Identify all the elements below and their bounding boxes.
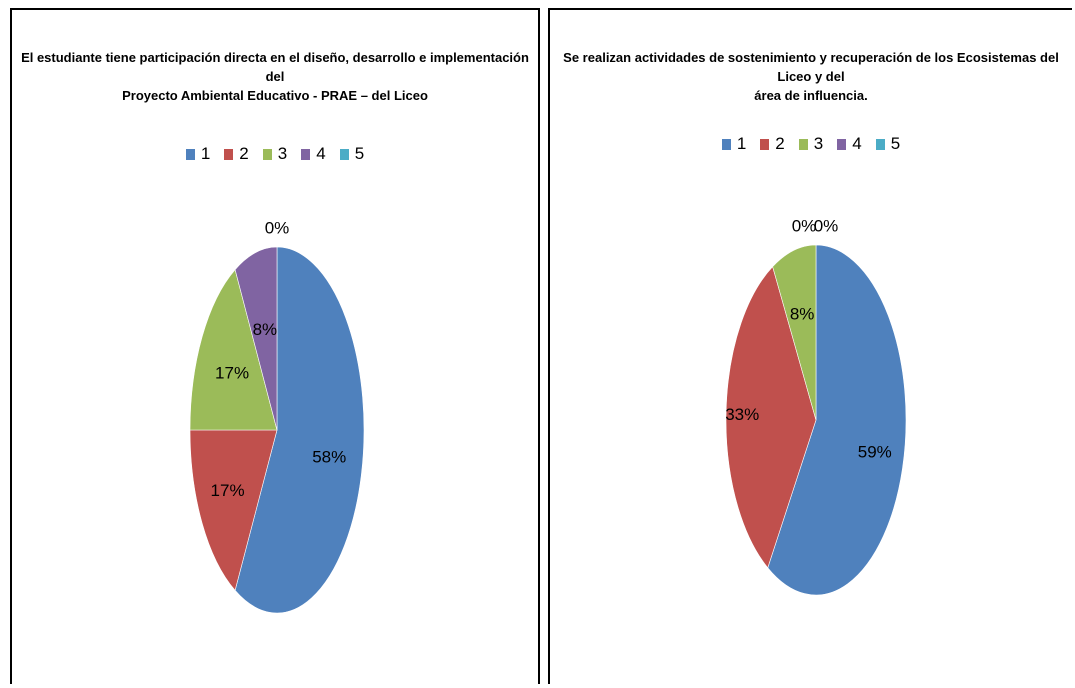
- data-label: 59%: [858, 443, 892, 462]
- data-label: 0%: [792, 216, 817, 235]
- legend-swatch: [837, 138, 847, 150]
- data-label: 17%: [211, 481, 245, 500]
- legend-swatch: [262, 148, 272, 160]
- legend-label: 5: [890, 134, 901, 153]
- data-label: 17%: [215, 364, 249, 383]
- pie-slice: [234, 246, 365, 614]
- legend-item: 5: [875, 134, 901, 154]
- data-label: 8%: [253, 320, 278, 339]
- pie-slice: [234, 246, 278, 431]
- data-label: 8%: [790, 304, 815, 323]
- legend-item: 1: [185, 144, 211, 164]
- legend-swatch: [875, 138, 885, 150]
- data-label: 33%: [725, 405, 759, 424]
- legend-label: 1: [200, 144, 211, 163]
- chart-legend: 1 2 3 4 5: [550, 134, 1072, 154]
- legend-swatch: [224, 148, 234, 160]
- chart-title: El estudiante tiene participación direct…: [12, 48, 538, 105]
- chart-title-line: área de influencia.: [754, 88, 868, 103]
- legend-swatch: [185, 148, 195, 160]
- legend-item: 4: [837, 134, 862, 154]
- legend-label: 4: [316, 144, 326, 163]
- legend-item: 1: [721, 134, 747, 154]
- data-label: 0%: [265, 218, 290, 237]
- legend-item: 2: [760, 134, 785, 154]
- legend-label: 5: [354, 144, 365, 163]
- pie-slice: [767, 244, 907, 596]
- legend-label: 2: [775, 134, 785, 153]
- legend-swatch: [721, 138, 731, 150]
- pie-slice: [725, 266, 817, 569]
- legend-swatch: [339, 148, 349, 160]
- legend-swatch: [798, 138, 808, 150]
- legend-label: 2: [239, 144, 249, 163]
- legend-label: 3: [813, 134, 824, 153]
- legend-item: 3: [798, 134, 824, 154]
- pie-slice: [772, 244, 817, 421]
- legend-item: 2: [224, 144, 249, 164]
- legend-swatch: [760, 138, 770, 150]
- data-label: 0%: [814, 216, 839, 235]
- pie-chart: 58% 17% 17% 8% 0%: [189, 218, 365, 614]
- chart-title-line: Proyecto Ambiental Educativo - PRAE – de…: [122, 88, 428, 103]
- data-label: 58%: [312, 448, 346, 467]
- chart-title-line: Se realizan actividades de sostenimiento…: [563, 50, 1059, 84]
- chart-title: Se realizan actividades de sostenimiento…: [550, 48, 1072, 105]
- chart-panel-left: El estudiante tiene participación direct…: [10, 8, 540, 684]
- legend-label: 4: [852, 134, 862, 153]
- legend-item: 3: [262, 144, 288, 164]
- chart-panel-right: Se realizan actividades de sostenimiento…: [548, 8, 1072, 684]
- legend-swatch: [301, 148, 311, 160]
- legend-item: 5: [339, 144, 365, 164]
- pie-slice: [189, 429, 278, 591]
- legend-label: 3: [277, 144, 288, 163]
- pie-slice: [189, 269, 278, 431]
- pie-chart: 59% 33% 8% 0%0%: [725, 216, 907, 596]
- chart-title-line: El estudiante tiene participación direct…: [21, 50, 529, 84]
- legend-label: 1: [736, 134, 747, 153]
- legend-item: 4: [301, 144, 326, 164]
- chart-legend: 1 2 3 4 5: [12, 144, 538, 164]
